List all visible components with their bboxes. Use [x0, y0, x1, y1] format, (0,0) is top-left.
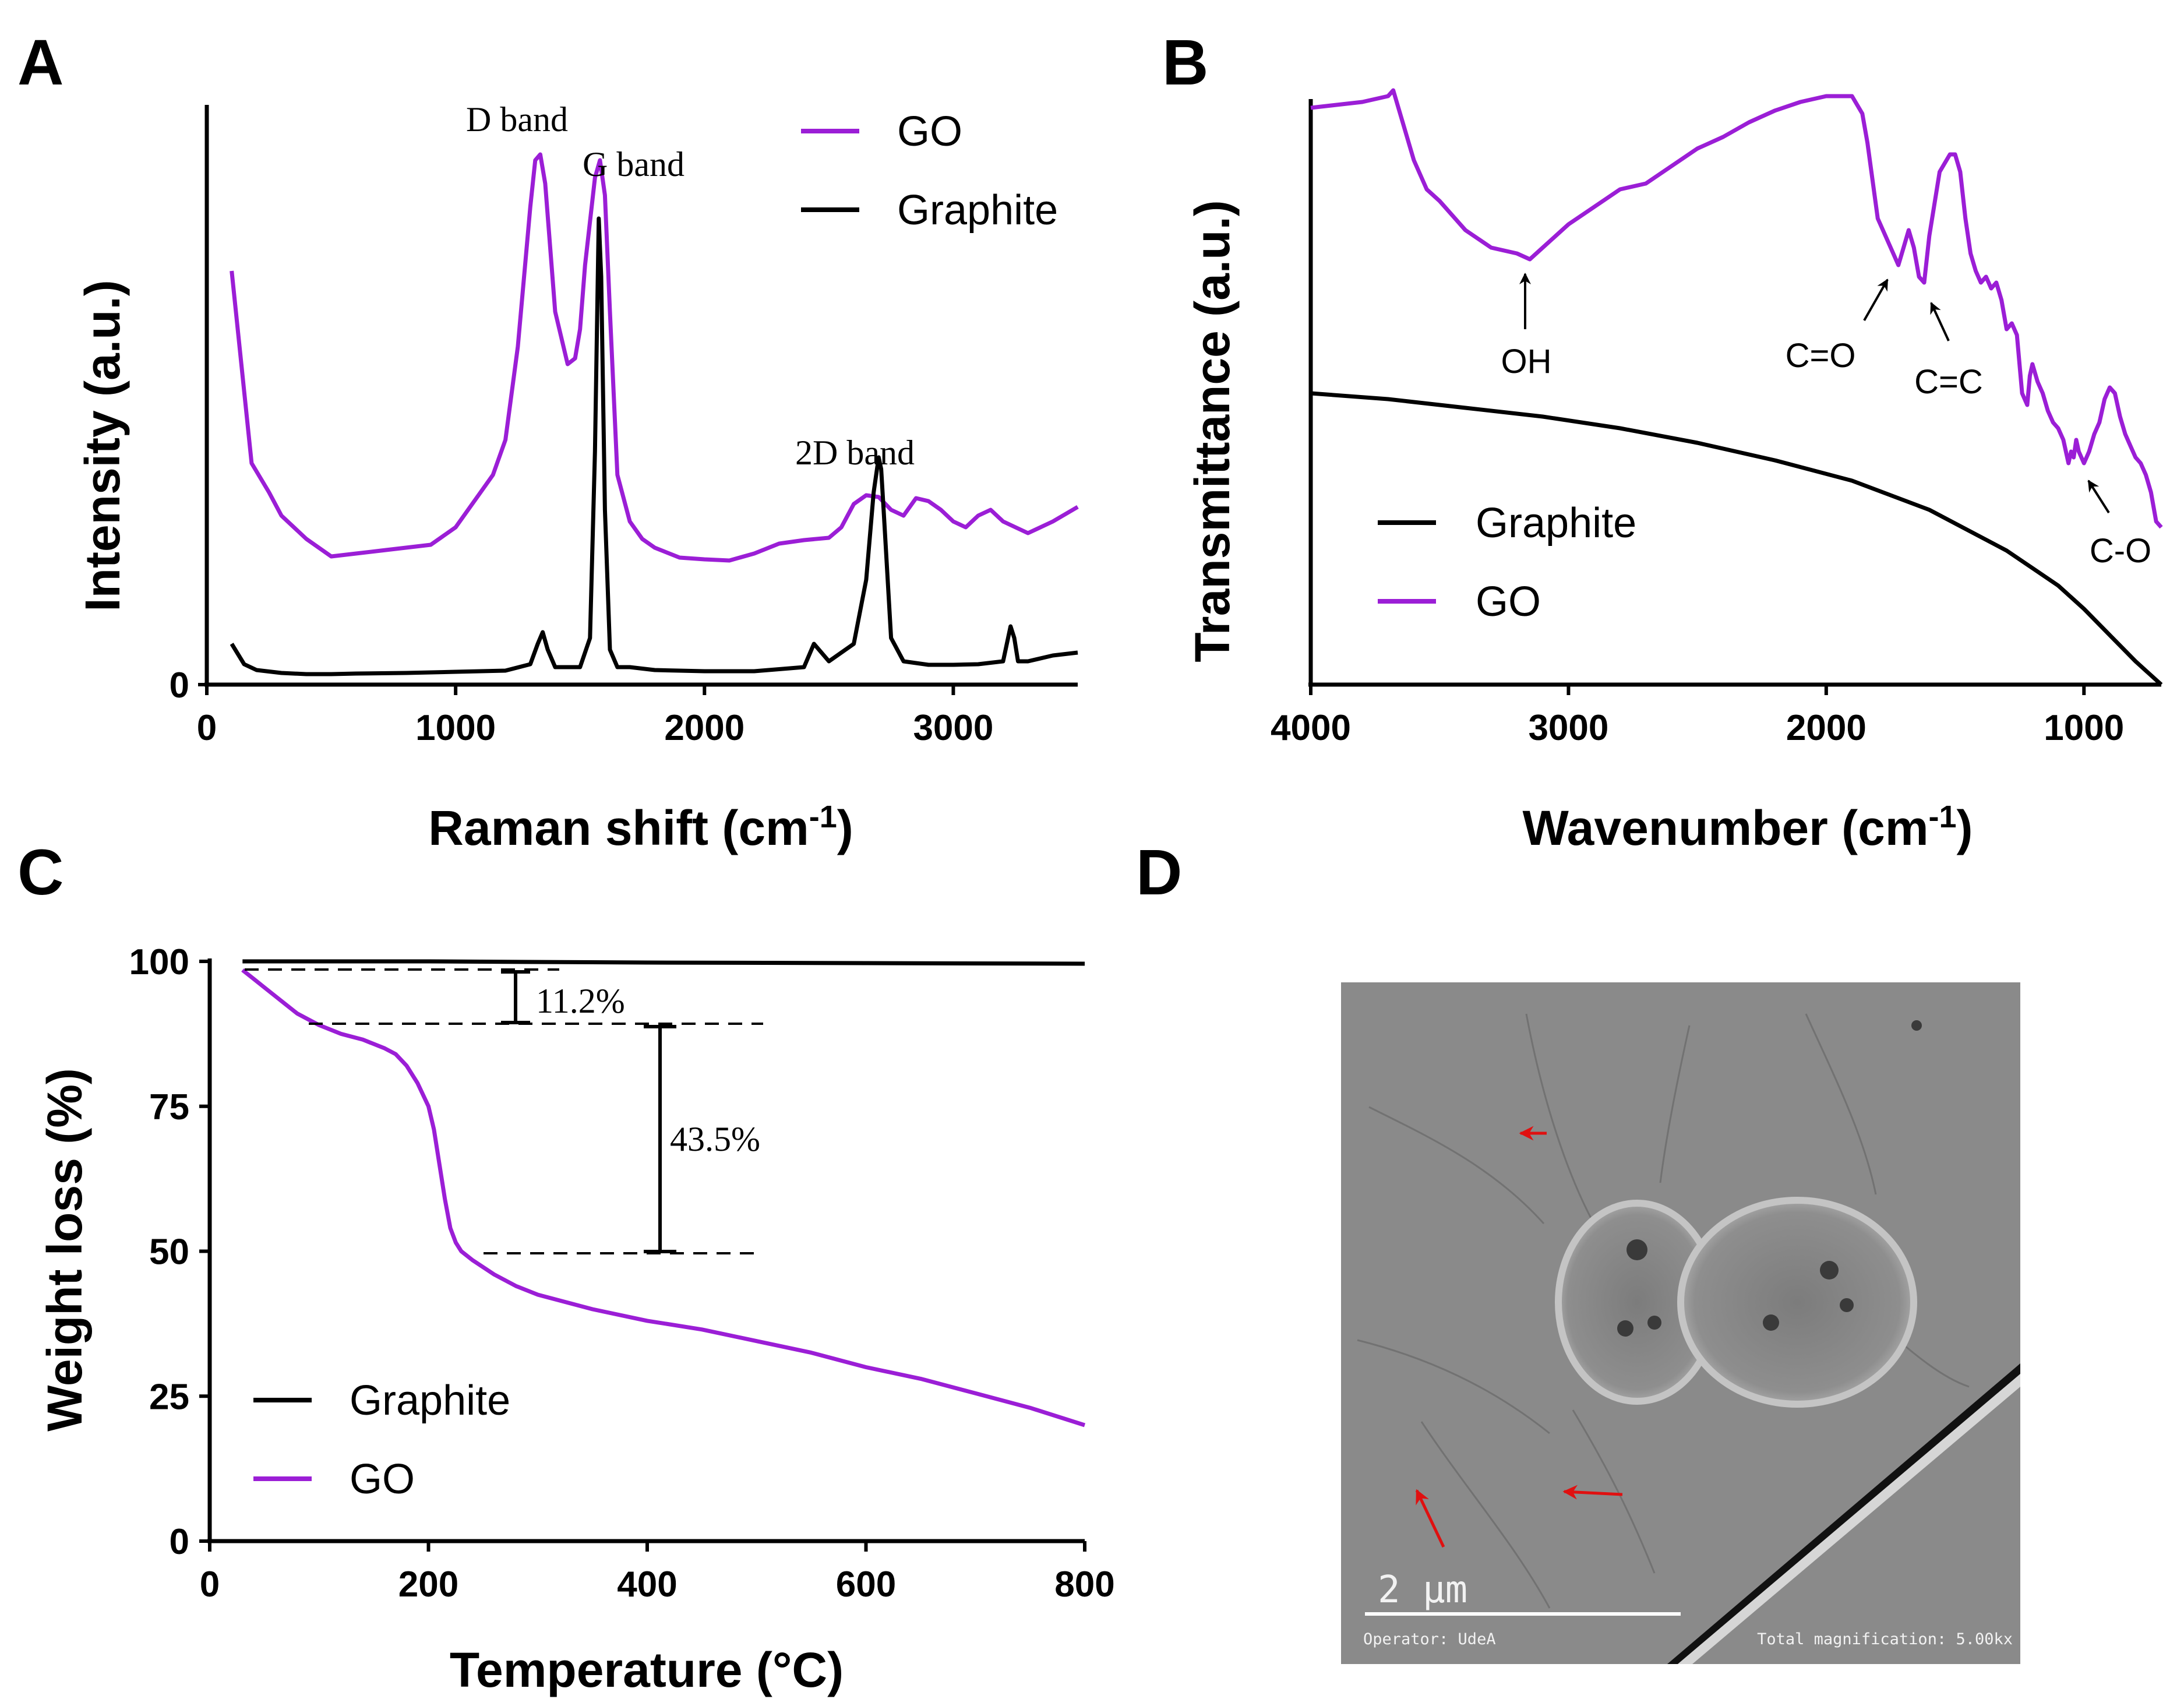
b-arrow-c-o [2087, 480, 2110, 514]
c-x-tick-label: 0 [200, 1564, 220, 1605]
c-dashed-guides [245, 968, 763, 1254]
c-y-tick-label: 25 [149, 1377, 189, 1417]
sem-spot [1617, 1320, 1633, 1337]
c-bracket-43 [644, 1025, 676, 1253]
c-annotation-43-5: 43.5% [670, 1120, 760, 1158]
a-series-graphite-line [230, 216, 1078, 676]
panel-label-d: D [1136, 837, 1182, 908]
a-annotation-g-band: G band [583, 145, 685, 184]
b-annotation-c-o: C-O [2090, 532, 2151, 570]
sem-red-arrow [1415, 1489, 1445, 1548]
c-y-axis-title: Weight loss (%) [37, 1068, 92, 1432]
panel-label-a: A [17, 27, 63, 98]
a-legend-label-go: GO [897, 108, 962, 155]
b-legend-label-graphite: Graphite [1476, 500, 1636, 547]
sem-spot [1647, 1316, 1661, 1330]
c-x-axis-title: Temperature (°C) [450, 1642, 844, 1697]
a-annotation-d-band: D band [466, 100, 568, 139]
a-x-tick-label: 3000 [913, 708, 993, 748]
c-legend: Graphite GO [253, 1377, 510, 1503]
b-x-tick-label: 2000 [1786, 708, 1867, 748]
sem-spot [1626, 1239, 1647, 1260]
a-legend-label-graphite: Graphite [897, 187, 1058, 234]
c-x-ticks: 0 200 400 600 800 [200, 1541, 1115, 1605]
a-x-tick-label: 1000 [415, 708, 496, 748]
c-y-tick-label: 50 [149, 1232, 189, 1273]
c-legend-label-graphite: Graphite [350, 1377, 510, 1424]
sem-crack [1667, 1363, 2020, 1664]
sem-operator-label: Operator: UdeA [1363, 1630, 1496, 1648]
sem-magnification-label: Total magnification: 5.00kx [1757, 1630, 2013, 1648]
c-series-go-line [241, 968, 1086, 1427]
a-x-axis-title: Raman shift (cm-1) [428, 799, 853, 855]
panel-label-b: B [1162, 27, 1208, 98]
a-x-title-close: ) [837, 801, 853, 855]
sem-wrinkle [1368, 1106, 1545, 1225]
sem-scale-bar-label: 2 μm [1378, 1568, 1467, 1612]
sem-wrinkle [1420, 1421, 1551, 1609]
b-arrow-co-double [1863, 279, 1889, 321]
b-series-graphite-line [1310, 391, 2163, 686]
c-x-tick-label: 800 [1054, 1564, 1114, 1605]
b-annotation-c-o-double: C=O [1786, 337, 1856, 375]
panel-label-c: C [17, 837, 63, 908]
b-series-go-line [1310, 88, 2163, 529]
a-series-go-line [230, 152, 1079, 563]
b-x-tick-label: 4000 [1271, 708, 1351, 748]
b-y-axis-title: Transmittance (a.u.) [1185, 200, 1240, 662]
a-y-tick-label: 0 [170, 665, 189, 706]
b-x-title-main: Wavenumber (cm [1522, 801, 1928, 855]
c-x-tick-label: 200 [398, 1564, 458, 1605]
sem-wrinkle [1572, 1409, 1656, 1574]
sem-spot [1911, 1020, 1922, 1031]
sem-wrinkle [1357, 1339, 1550, 1434]
b-x-title-sup: -1 [1929, 799, 1957, 834]
panel-b: B 4000 3000 2000 1000 Transmittance (a.u.) … [1162, 27, 2163, 855]
sem-spot [1840, 1298, 1854, 1312]
panel-d: D [1136, 837, 2020, 1664]
b-x-tick-label: 1000 [2044, 708, 2124, 748]
sem-crack-edge [1678, 1374, 2020, 1664]
b-x-tick-label: 3000 [1528, 708, 1608, 748]
c-legend-label-go: GO [350, 1456, 415, 1503]
sem-red-arrow [1562, 1485, 1623, 1500]
c-x-tick-label: 600 [836, 1564, 896, 1605]
b-annotation-oh: OH [1501, 343, 1552, 380]
b-arrow-cc [1930, 302, 1950, 341]
c-x-tick-label: 400 [617, 1564, 677, 1605]
a-y-axis-title: Intensity (a.u.) [75, 280, 130, 611]
a-x-ticks: 0 1000 2000 3000 [197, 685, 993, 748]
a-x-tick-label: 2000 [664, 708, 745, 748]
a-annotation-2d-band: 2D band [795, 433, 915, 472]
c-annotation-11-2: 11.2% [536, 982, 625, 1020]
sem-dark-spots [1617, 1020, 1922, 1337]
b-annotation-c-c: C=C [1914, 363, 1983, 401]
c-bracket-11 [501, 970, 530, 1024]
panel-c: C 0 25 50 75 100 0 200 400 600 800 Weight loss (… [17, 837, 1115, 1697]
b-legend-label-go: GO [1476, 579, 1541, 625]
sem-spot [1763, 1314, 1779, 1331]
sem-wrinkle [1659, 1025, 1691, 1183]
b-x-axis-title: Wavenumber (cm-1) [1522, 799, 1973, 855]
c-y-tick-label: 100 [129, 942, 189, 982]
a-x-title-main: Raman shift (cm [428, 801, 809, 855]
b-x-title-close: ) [1957, 801, 1973, 855]
c-y-ticks: 0 25 50 75 100 [129, 942, 210, 1562]
a-x-title-sup: -1 [809, 799, 837, 834]
panel-a: A 0 0 1000 2000 3000 Intensity (a.u.) Raman… [17, 27, 1079, 855]
b-legend: Graphite GO [1378, 500, 1636, 625]
c-y-tick-label: 75 [149, 1087, 189, 1127]
sem-spot [1820, 1261, 1839, 1280]
sem-wrinkle [1805, 1013, 1877, 1195]
sem-image: 2 μm Operator: UdeA Total magnification:… [1341, 982, 2020, 1664]
c-y-tick-label: 0 [170, 1522, 189, 1562]
a-legend: GO Graphite [801, 108, 1058, 234]
a-x-tick-label: 0 [197, 708, 217, 748]
b-x-ticks: 4000 3000 2000 1000 [1271, 685, 2124, 748]
c-series-graphite-line [242, 959, 1085, 966]
sem-particle-right [1677, 1197, 1917, 1408]
